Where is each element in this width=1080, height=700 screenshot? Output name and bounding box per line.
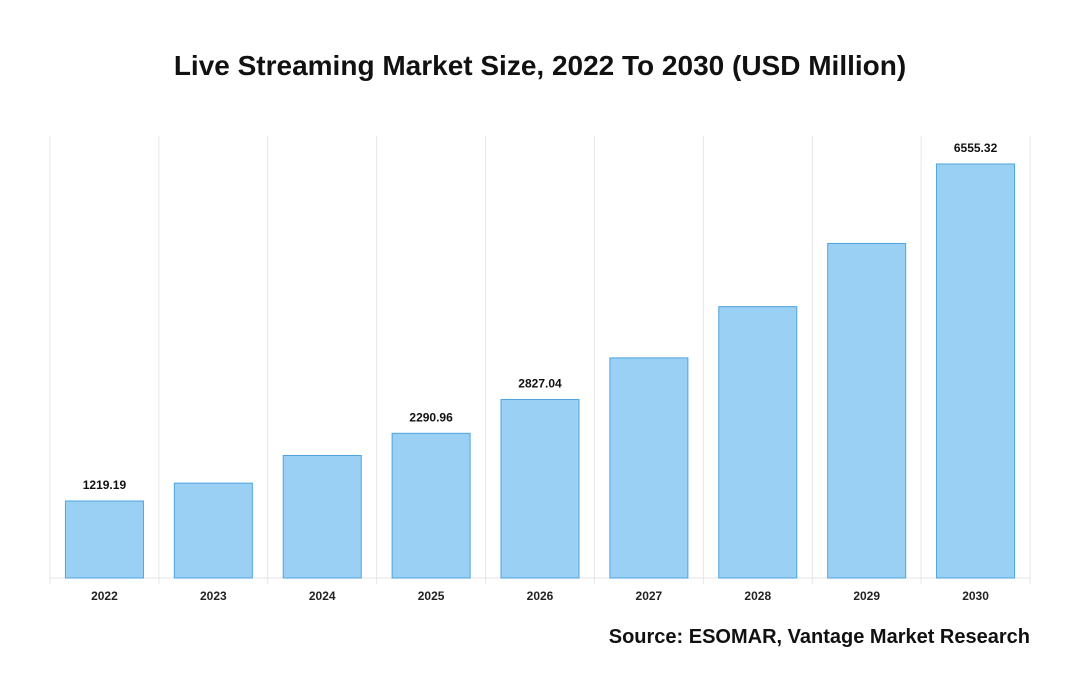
bar-2026	[500, 398, 580, 579]
x-tick-2030: 2030	[962, 589, 989, 603]
x-tick-2029: 2029	[853, 589, 880, 603]
data-label-2030: 6555.32	[954, 141, 998, 155]
x-tick-2027: 2027	[636, 589, 663, 603]
data-label-2022: 1219.19	[83, 478, 127, 492]
bar-2030	[936, 163, 1016, 579]
data-label-2025: 2290.96	[409, 410, 453, 424]
bars	[64, 163, 1016, 579]
bar-2024	[282, 454, 362, 579]
bar-2028	[718, 306, 798, 579]
bar-2023	[173, 482, 253, 579]
bar-2025	[391, 432, 471, 579]
x-axis-ticks: 2022 2023 2024 2025 2026 2027 2028 2029 2030	[91, 589, 989, 603]
chart-title: Live Streaming Market Size, 2022 To 2030…	[173, 50, 907, 81]
x-tick-2026: 2026	[527, 589, 554, 603]
x-tick-2025: 2025	[418, 589, 445, 603]
x-tick-2023: 2023	[200, 589, 227, 603]
x-tick-2024: 2024	[309, 589, 336, 603]
bar-2022	[64, 500, 144, 579]
data-labels: 1219.19 2290.96 2827.04 6555.32	[83, 141, 998, 492]
source-note: Source: ESOMAR, Vantage Market Research	[608, 626, 1030, 648]
bar-2029	[827, 242, 907, 579]
x-tick-2028: 2028	[744, 589, 771, 603]
x-tick-2022: 2022	[91, 589, 118, 603]
bar-2027	[609, 357, 689, 579]
data-label-2026: 2827.04	[518, 376, 562, 390]
